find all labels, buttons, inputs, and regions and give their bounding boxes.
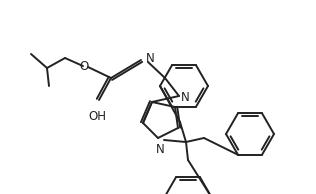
Text: N: N [155, 143, 164, 156]
Text: N: N [146, 53, 155, 66]
Text: O: O [79, 60, 88, 73]
Text: OH: OH [88, 110, 106, 123]
Text: N: N [181, 91, 190, 104]
